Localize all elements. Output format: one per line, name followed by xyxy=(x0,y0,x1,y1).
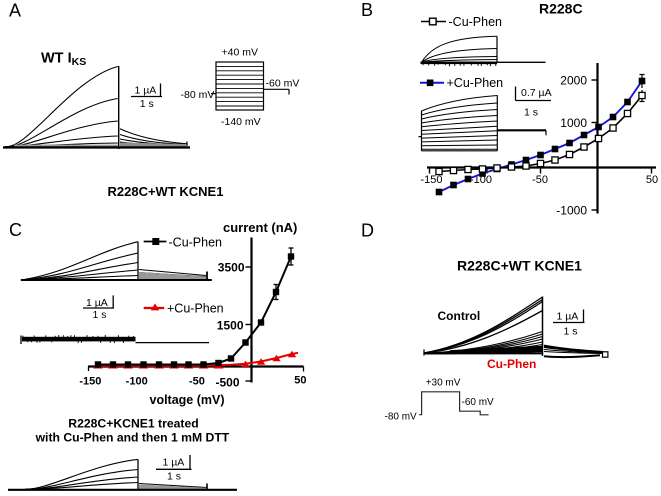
svg-text:-150: -150 xyxy=(420,174,442,186)
svg-text:+30 mV: +30 mV xyxy=(426,377,461,388)
svg-text:3500: 3500 xyxy=(218,261,245,275)
svg-text:1000: 1000 xyxy=(560,116,587,130)
svg-text:-140 mV: -140 mV xyxy=(221,116,261,128)
svg-text:1 µA: 1 µA xyxy=(163,457,185,469)
svg-text:R228C+KCNE1 treated: R228C+KCNE1 treated xyxy=(68,417,198,431)
svg-text:with Cu-Phen and then 1 mM DTT: with Cu-Phen and then 1 mM DTT xyxy=(35,431,230,445)
svg-text:C: C xyxy=(9,220,22,240)
svg-text:1 µA: 1 µA xyxy=(135,85,157,97)
svg-text:-500: -500 xyxy=(215,376,239,390)
svg-text:A: A xyxy=(9,1,21,21)
svg-text:R228C+WT KCNE1: R228C+WT KCNE1 xyxy=(108,184,224,199)
svg-text:WT IKS: WT IKS xyxy=(41,51,86,69)
svg-text:1 s: 1 s xyxy=(140,98,154,110)
svg-text:voltage (mV): voltage (mV) xyxy=(150,393,225,407)
svg-text:-80 mV: -80 mV xyxy=(181,89,215,101)
svg-text:1 s: 1 s xyxy=(93,309,107,321)
svg-text:-60 mV: -60 mV xyxy=(462,397,495,408)
svg-text:D: D xyxy=(361,221,374,241)
svg-text:-50: -50 xyxy=(532,174,548,186)
svg-text:2000: 2000 xyxy=(560,74,587,88)
svg-text:50: 50 xyxy=(294,375,306,387)
svg-text:-100: -100 xyxy=(126,376,148,388)
svg-text:0.7 µA: 0.7 µA xyxy=(521,87,552,99)
svg-text:Cu-Phen: Cu-Phen xyxy=(487,357,536,371)
svg-text:-80 mV: -80 mV xyxy=(385,412,418,423)
svg-text:1500: 1500 xyxy=(217,319,244,333)
svg-text:-1000: -1000 xyxy=(556,204,587,218)
svg-text:1 s: 1 s xyxy=(524,107,538,119)
svg-text:R228C+WT KCNE1: R228C+WT KCNE1 xyxy=(457,258,582,274)
svg-text:-150: -150 xyxy=(79,376,101,388)
svg-text:1 µA: 1 µA xyxy=(86,297,108,309)
svg-text:1 s: 1 s xyxy=(564,326,578,338)
svg-text:R228C: R228C xyxy=(539,1,583,17)
svg-text:Control: Control xyxy=(438,309,481,323)
svg-text:1 s: 1 s xyxy=(167,471,181,483)
svg-text:current (nA): current (nA) xyxy=(223,220,297,235)
svg-text:+Cu-Phen: +Cu-Phen xyxy=(447,76,504,90)
svg-text:1 µA: 1 µA xyxy=(557,311,579,323)
svg-text:-50: -50 xyxy=(189,376,205,388)
svg-text:-Cu-Phen: -Cu-Phen xyxy=(449,15,503,29)
svg-text:50: 50 xyxy=(646,174,658,186)
svg-text:+Cu-Phen: +Cu-Phen xyxy=(167,302,224,316)
svg-text:-60 mV: -60 mV xyxy=(266,78,300,90)
svg-text:B: B xyxy=(361,0,373,20)
svg-text:-Cu-Phen: -Cu-Phen xyxy=(169,236,223,250)
svg-text:+40 mV: +40 mV xyxy=(222,47,258,59)
